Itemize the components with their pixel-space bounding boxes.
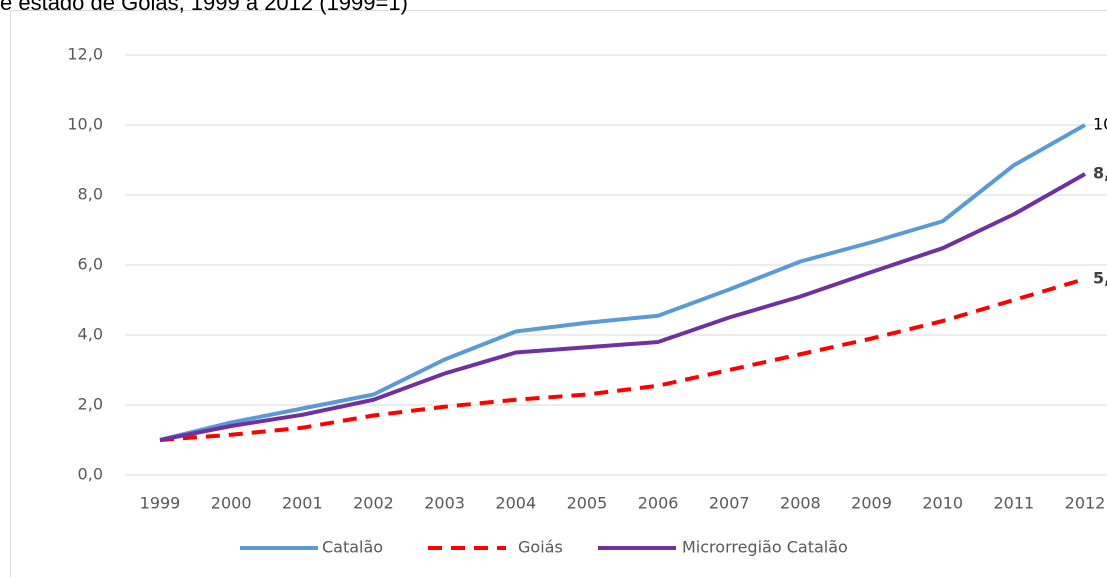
x-tick-label: 1999 xyxy=(140,494,181,513)
chart-title: e estado de Goiás, 1999 a 2012 (1999=1) xyxy=(0,0,408,15)
y-tick-label: 0,0 xyxy=(78,465,103,484)
x-tick-label: 2012 xyxy=(1065,494,1106,513)
x-tick-label: 2004 xyxy=(495,494,536,513)
legend-label: Goiás xyxy=(518,538,563,557)
y-tick-label: 10,0 xyxy=(67,115,103,134)
legend-label: Microrregião Catalão xyxy=(682,538,848,557)
x-tick-label: 2011 xyxy=(993,494,1034,513)
y-tick-label: 4,0 xyxy=(78,325,103,344)
x-tick-label: 2010 xyxy=(922,494,963,513)
x-tick-label: 2005 xyxy=(567,494,608,513)
y-tick-label: 6,0 xyxy=(78,255,103,274)
y-tick-label: 12,0 xyxy=(67,45,103,64)
legend-label: Catalão xyxy=(322,538,383,557)
x-tick-label: 2000 xyxy=(211,494,252,513)
x-tick-label: 2003 xyxy=(424,494,465,513)
y-tick-label: 8,0 xyxy=(78,185,103,204)
y-tick-label: 2,0 xyxy=(78,395,103,414)
x-tick-label: 2002 xyxy=(353,494,394,513)
chart-frame xyxy=(10,10,1107,577)
data-label: 5,6 xyxy=(1093,269,1107,288)
x-tick-label: 2008 xyxy=(780,494,821,513)
x-tick-label: 2001 xyxy=(282,494,323,513)
x-tick-label: 2006 xyxy=(638,494,679,513)
x-tick-label: 2007 xyxy=(709,494,750,513)
series-line xyxy=(159,123,1086,442)
series-line xyxy=(159,172,1086,442)
data-label: 8,6 xyxy=(1093,164,1107,183)
x-tick-label: 2009 xyxy=(851,494,892,513)
data-label: 10,0 xyxy=(1093,115,1107,134)
series-line xyxy=(159,277,1086,442)
